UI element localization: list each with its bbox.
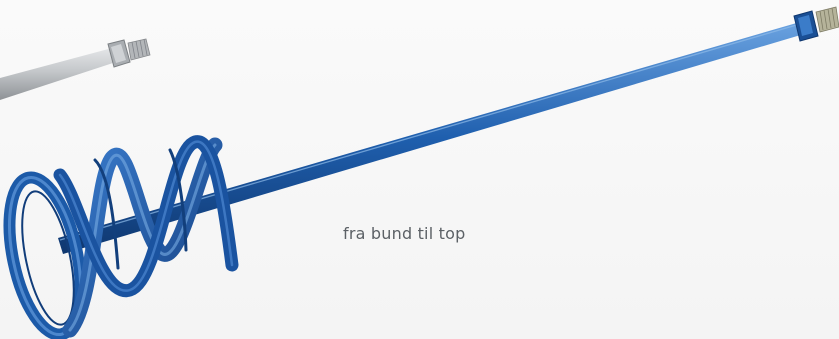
paddle-shaft xyxy=(58,22,804,254)
paddle-helix xyxy=(3,135,239,339)
caption-text: fra bund til top xyxy=(343,224,466,243)
paddle-thread xyxy=(815,6,839,33)
grey-rod-thread xyxy=(127,38,151,61)
blue-mixing-paddle xyxy=(3,6,839,339)
grey-threaded-rod xyxy=(0,38,151,100)
